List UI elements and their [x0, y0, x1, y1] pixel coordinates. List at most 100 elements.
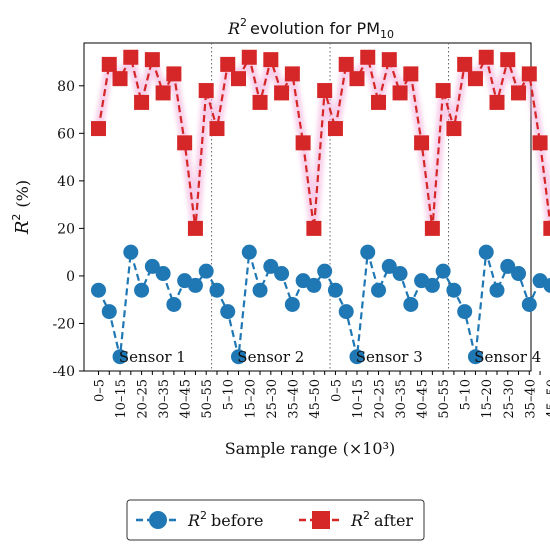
legend: R2 before R2 after: [126, 499, 425, 541]
point-after: [231, 71, 247, 87]
y-tick-label: -20: [52, 316, 75, 332]
x-tick-label: 45–50: [545, 379, 550, 419]
point-after: [187, 220, 203, 236]
point-after: [360, 49, 376, 65]
point-before: [338, 304, 354, 320]
point-before: [446, 282, 462, 298]
point-after: [284, 66, 300, 82]
point-before: [101, 304, 117, 320]
point-before: [467, 349, 483, 365]
x-tick-label: 35–40: [286, 379, 301, 419]
point-after: [424, 220, 440, 236]
legend-marker-square: [312, 511, 330, 529]
point-after: [500, 52, 516, 68]
point-before: [349, 349, 365, 365]
point-before: [123, 244, 139, 260]
point-after: [371, 94, 387, 110]
point-before: [209, 282, 225, 298]
point-before: [424, 277, 440, 293]
point-after: [263, 52, 279, 68]
point-before: [274, 266, 290, 282]
point-before: [317, 263, 333, 279]
point-before: [187, 277, 203, 293]
sensor-label: Sensor 2: [237, 348, 304, 366]
y-tick-label: 20: [57, 221, 75, 237]
x-tick-label: 15–20: [480, 379, 495, 419]
point-after: [435, 83, 451, 99]
point-before: [155, 266, 171, 282]
point-before: [521, 296, 537, 312]
point-after: [489, 94, 505, 110]
point-before: [435, 263, 451, 279]
y-tick-label: -40: [52, 364, 75, 380]
x-tick-label: 5–10: [222, 379, 237, 410]
sensor-label: Sensor 4: [474, 348, 541, 366]
x-tick-label: 25–30: [502, 379, 517, 419]
point-after: [478, 49, 494, 65]
point-before: [252, 282, 268, 298]
plot-area: [83, 42, 532, 372]
sensor-label: Sensor 1: [119, 348, 186, 366]
x-tick-label: 45–50: [308, 379, 323, 419]
y-axis: -40 -20 0 20 40 60 80: [52, 79, 84, 380]
point-before: [392, 266, 408, 282]
point-after: [295, 135, 311, 151]
legend-label-before: R2 before: [187, 509, 263, 530]
point-after: [414, 135, 430, 151]
point-before: [360, 244, 376, 260]
point-before: [371, 282, 387, 298]
x-tick-label: 30–35: [157, 379, 172, 419]
point-before: [489, 282, 505, 298]
series-layer: [91, 49, 550, 365]
point-after: [241, 49, 257, 65]
point-after: [274, 85, 290, 101]
point-before: [403, 296, 419, 312]
point-after: [327, 121, 343, 137]
point-before: [327, 282, 343, 298]
point-after: [403, 66, 419, 82]
x-tick-label: 30–35: [394, 379, 409, 419]
point-before: [263, 258, 279, 274]
y-tick-label: 60: [57, 126, 75, 142]
point-after: [381, 52, 397, 68]
point-after: [532, 135, 548, 151]
x-tick-label: 0–5: [93, 379, 108, 402]
point-before: [112, 349, 128, 365]
chart-title: R2 evolution for PM10: [227, 16, 394, 41]
point-after: [392, 85, 408, 101]
point-after: [112, 71, 128, 87]
x-tick-label: 15–20: [243, 379, 258, 419]
y-axis-title: R2(%): [10, 180, 33, 235]
legend-entry-before: R2 before: [136, 509, 263, 530]
point-after: [166, 66, 182, 82]
point-after: [446, 121, 462, 137]
point-before: [284, 296, 300, 312]
x-tick-label: 40–45: [416, 379, 431, 419]
point-after: [306, 220, 322, 236]
point-after: [220, 56, 236, 72]
point-before: [231, 349, 247, 365]
point-before: [241, 244, 257, 260]
point-before: [134, 282, 150, 298]
legend-marker-circle: [149, 511, 167, 529]
point-before: [457, 304, 473, 320]
sensor-labels: Sensor 1 Sensor 2 Sensor 3 Sensor 4: [119, 348, 541, 366]
x-axis-title: Sample range (×10³): [225, 439, 396, 458]
point-after: [252, 94, 268, 110]
y-tick-label: 40: [57, 174, 75, 190]
x-tick-label: 0–5: [329, 379, 344, 402]
point-after: [123, 49, 139, 65]
point-after: [467, 71, 483, 87]
point-before: [91, 282, 106, 298]
point-after: [543, 220, 550, 236]
point-after: [457, 56, 473, 72]
series-line-after: [97, 54, 550, 229]
point-before: [381, 258, 397, 274]
point-after: [349, 71, 365, 87]
point-after: [338, 56, 354, 72]
sensor-label: Sensor 3: [356, 348, 423, 366]
point-after: [317, 83, 333, 99]
x-tick-label: 50–55: [200, 379, 215, 419]
point-before: [500, 258, 516, 274]
